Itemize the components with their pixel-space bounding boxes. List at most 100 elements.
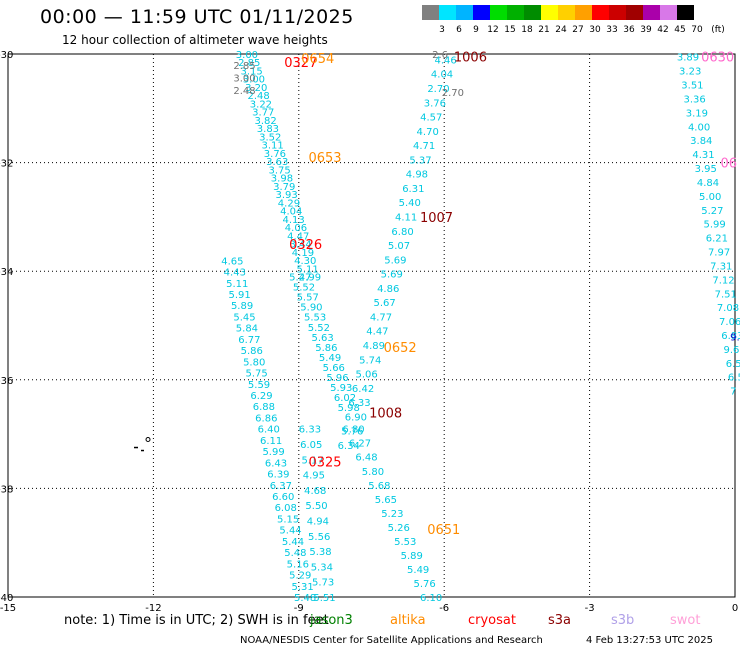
- wave-height-value: 6.39: [267, 470, 289, 481]
- wave-height-value: 2.48: [247, 91, 269, 102]
- legend-s3a: s3a: [548, 613, 572, 628]
- footer-note: note: 1) Time is in UTC; 2) SWH is in fe…: [64, 613, 329, 628]
- pass-time-label: 1008: [369, 406, 402, 421]
- wave-height-value: 5.23: [381, 509, 403, 520]
- wave-height-value: 6.5: [728, 373, 740, 384]
- colorbar-label: 6: [456, 25, 462, 35]
- wave-height-value: 3.00: [243, 75, 265, 86]
- colorbar-swatch: [456, 5, 473, 20]
- pass-time-label: 1006: [454, 51, 487, 66]
- pass-time-label: 0326: [289, 238, 322, 253]
- wave-height-value: 3.22: [250, 99, 272, 110]
- pass-time-label: 0654: [301, 52, 334, 67]
- wave-height-value: 4.29: [278, 198, 300, 209]
- wave-height-value: 6.34: [338, 441, 360, 452]
- wave-height-value: 5.48: [284, 548, 306, 559]
- wave-height-value: 5.67: [373, 298, 395, 309]
- wave-height-value: 4.89: [363, 341, 385, 352]
- colorbar-label: 3: [439, 25, 445, 35]
- wave-height-value: 4.77: [370, 312, 392, 323]
- wave-height-value: 3.75: [268, 165, 290, 176]
- wave-height-value: 4.19: [292, 248, 314, 259]
- wave-height-value: 6.37: [270, 481, 292, 492]
- wave-height-value: 6.48: [355, 453, 377, 464]
- wave-height-value: 5.99: [703, 220, 725, 231]
- x-tick-label: -9: [294, 603, 304, 614]
- wave-height-value: 5.75: [245, 369, 267, 380]
- wave-height-value: 5.37: [409, 155, 431, 166]
- wave-height-value: 4.30: [294, 256, 316, 267]
- wave-height-value: 5.06: [356, 370, 378, 381]
- wave-height-value: 6.80: [342, 425, 364, 436]
- x-tick-label: -3: [585, 603, 595, 614]
- y-tick-label: -32: [0, 159, 13, 170]
- colorbar-swatch: [677, 5, 694, 20]
- colorbar-label: 24: [555, 25, 567, 35]
- map-title: 00:00 — 11:59 UTC 01/11/2025: [40, 6, 354, 28]
- y-tick-label: -30: [0, 50, 13, 61]
- wave-height-value: 5.69: [381, 270, 403, 281]
- wave-height-value: 5.66: [323, 363, 345, 374]
- colorbar-label: 15: [504, 25, 516, 35]
- wave-height-value: 6.33: [299, 425, 321, 436]
- wave-height-value: 5.38: [309, 547, 331, 558]
- wave-height-value: 3.98: [271, 174, 293, 185]
- colorbar-label: 33: [606, 25, 618, 35]
- wave-height-value: 6.88: [253, 402, 275, 413]
- wave-height-value: 5.44: [282, 537, 304, 548]
- wave-height-value: 4.47: [287, 231, 309, 242]
- x-tick-label: -12: [145, 603, 161, 614]
- wave-height-value: 5.27: [289, 273, 311, 284]
- wave-height-value: 5.26: [388, 523, 410, 534]
- wave-height-value: 5.65: [375, 495, 397, 506]
- wave-height-value: 5.52: [293, 283, 315, 294]
- wave-height-value: 5.86: [315, 343, 337, 354]
- x-tick-label: 0: [732, 603, 738, 614]
- y-tick-label: -34: [0, 267, 13, 278]
- wave-height-value: 5.11: [296, 264, 318, 275]
- wave-height-value: 5.52: [308, 323, 330, 334]
- colorbar-label: 9: [473, 25, 479, 35]
- colorbar-swatch: [439, 5, 456, 20]
- wave-height-value: 6.43: [265, 458, 287, 469]
- wave-height-value: 5.73: [312, 578, 334, 589]
- colorbar-swatch: [490, 5, 507, 20]
- island-marker: [145, 437, 151, 443]
- wave-height-value: 5.34: [311, 562, 333, 573]
- wave-height-value: 5.57: [297, 293, 319, 304]
- wave-height-value: 6.83: [721, 331, 740, 342]
- wave-height-value: 4.11: [395, 212, 417, 223]
- colorbar-label: 42: [657, 25, 669, 35]
- wave-height-value: 6.10: [420, 593, 442, 604]
- wave-height-value: 5.17: [301, 455, 323, 466]
- legend-swot: swot: [670, 613, 701, 628]
- wave-height-value: 4.86: [377, 284, 399, 295]
- colorbar-swatch: [626, 5, 643, 20]
- wave-height-value: 3.95: [695, 164, 717, 175]
- wave-height-value: 6.21: [706, 234, 728, 245]
- wave-height-value: 3.89: [677, 53, 699, 64]
- wave-height-value: 6.40: [258, 425, 280, 436]
- colorbar-label: 70: [691, 25, 703, 35]
- wave-height-value: 5.69: [384, 255, 406, 266]
- wave-height-value: 5.49: [407, 565, 429, 576]
- wave-height-value: 6.27: [349, 439, 371, 450]
- legend-jason3: jason3: [310, 613, 353, 628]
- wave-height-value: 3.76: [424, 98, 446, 109]
- wave-height-value: 3.83: [257, 124, 279, 135]
- wave-height-value: 3.00: [236, 50, 258, 61]
- generated-timestamp: 4 Feb 13:27:53 UTC 2025: [586, 635, 713, 646]
- wave-height-value: 5.56: [308, 532, 330, 543]
- wave-height-value: 3.51: [681, 81, 703, 92]
- pass-time-label: 0652: [384, 341, 417, 356]
- wave-height-value: 5.76: [414, 579, 436, 590]
- colorbar-swatch: [422, 5, 439, 20]
- colorbar-swatch: [558, 5, 575, 20]
- colorbar-swatch: [660, 5, 677, 20]
- legend-altika: altika: [390, 613, 426, 628]
- wave-height-value: 5.27: [701, 206, 723, 217]
- wave-height-value: 4.84: [697, 178, 719, 189]
- colorbar-swatch: [609, 5, 626, 20]
- colorbar-swatch: [592, 5, 609, 20]
- wave-height-value: 2.70: [427, 84, 449, 95]
